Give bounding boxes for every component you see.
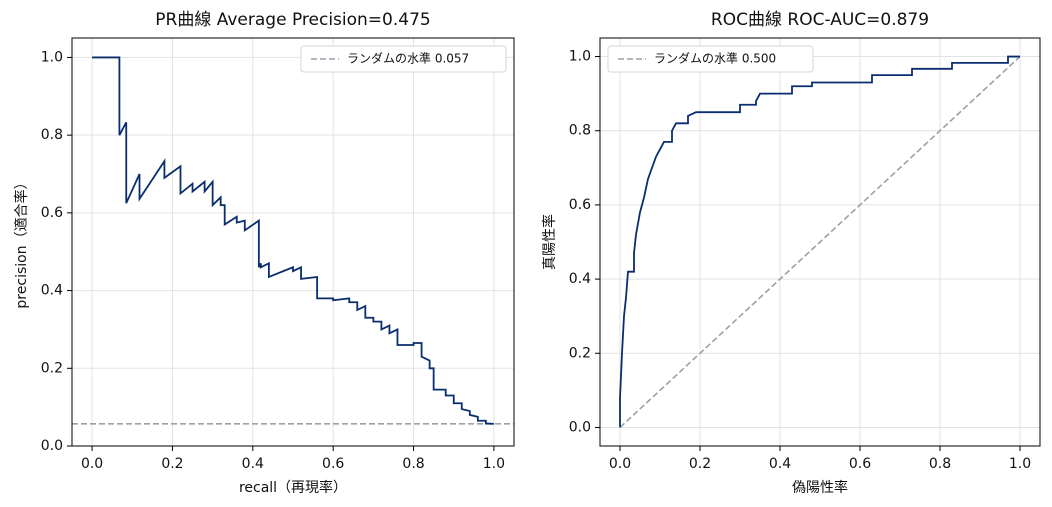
plot-frame	[71, 37, 515, 447]
reference-line	[619, 55, 1021, 429]
y-tick-label: 0.4	[41, 283, 63, 299]
x-tick-label: 0.2	[689, 456, 711, 472]
x-tick-label: 0.8	[929, 456, 951, 472]
y-tick-label: 0.4	[569, 271, 591, 287]
legend-label: ランダムの水準 0.057	[347, 51, 469, 66]
x-tick-label: 1.0	[483, 456, 505, 472]
x-tick-label: 0.4	[242, 456, 264, 472]
x-tick-label: 0.0	[81, 456, 103, 472]
legend-label: ランダムの水準 0.500	[654, 51, 776, 66]
x-tick-label: 0.8	[402, 456, 424, 472]
x-tick-label: 0.4	[769, 456, 791, 472]
y-tick-label: 0.2	[569, 345, 591, 361]
x-tick-label: 0.6	[322, 456, 344, 472]
x-axis-label: 偽陽性率	[792, 479, 848, 496]
y-tick-label: 1.0	[569, 49, 591, 65]
x-tick-label: 1.0	[1009, 456, 1031, 472]
plot-frame	[599, 37, 1041, 447]
chart-title: ROC曲線 ROC-AUC=0.879	[711, 10, 929, 30]
x-axis-label: recall（再現率）	[239, 479, 347, 496]
y-tick-label: 0.0	[569, 419, 591, 435]
chart-title: PR曲線 Average Precision=0.475	[155, 10, 430, 30]
y-tick-label: 0.2	[41, 360, 63, 376]
y-tick-label: 0.6	[569, 197, 591, 213]
curve	[92, 56, 494, 425]
legend-box	[300, 45, 507, 73]
x-tick-label: 0.0	[609, 456, 631, 472]
y-tick-label: 0.6	[41, 205, 63, 221]
curve	[619, 55, 1020, 428]
y-axis-label: 真陽性率	[541, 214, 558, 270]
x-tick-label: 0.2	[161, 456, 183, 472]
y-tick-label: 0.8	[569, 123, 591, 139]
y-tick-label: 0.8	[41, 127, 63, 143]
legend-box	[607, 45, 814, 73]
y-tick-label: 1.0	[41, 49, 63, 65]
y-tick-label: 0.0	[41, 438, 63, 454]
x-tick-label: 0.6	[849, 456, 871, 472]
y-axis-label: precision（適合率）	[13, 175, 30, 308]
